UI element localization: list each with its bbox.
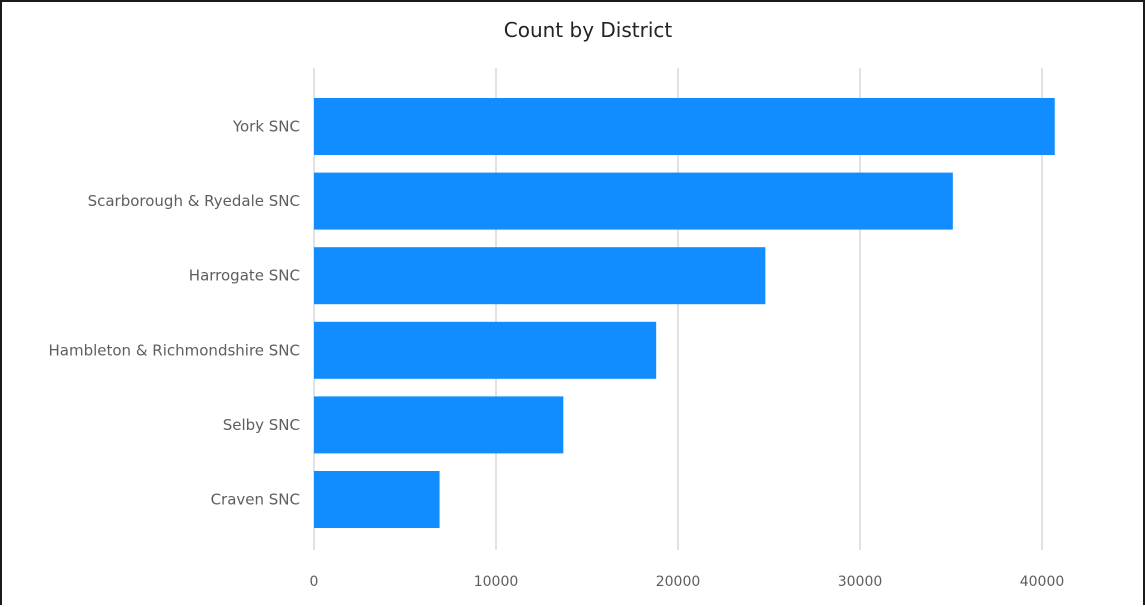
x-tick-label: 0 [310, 574, 319, 590]
category-label: Scarborough & Ryedale SNC [88, 192, 300, 210]
category-label: Harrogate SNC [189, 267, 300, 285]
x-tick-label: 10000 [474, 574, 519, 590]
bar[interactable] [314, 172, 953, 230]
bar[interactable] [314, 247, 766, 305]
category-label: Selby SNC [223, 416, 300, 434]
category-labels: York SNC Scarborough & Ryedale SNC Harroga… [49, 118, 301, 509]
bar[interactable] [314, 321, 657, 379]
category-label: Hambleton & Richmondshire SNC [49, 341, 301, 359]
x-tick-label: 30000 [838, 574, 883, 590]
category-label: Craven SNC [211, 491, 300, 509]
bar[interactable] [314, 396, 564, 454]
bar[interactable] [314, 471, 440, 528]
x-tick-label: 40000 [1020, 574, 1065, 590]
x-tick-label: 20000 [656, 574, 701, 590]
category-label: York SNC [232, 118, 300, 136]
x-axis-ticks: 0 10000 20000 30000 40000 [310, 574, 1065, 590]
bars [314, 98, 1055, 528]
bar[interactable] [314, 98, 1055, 155]
chart-title: Count by District [504, 18, 673, 42]
